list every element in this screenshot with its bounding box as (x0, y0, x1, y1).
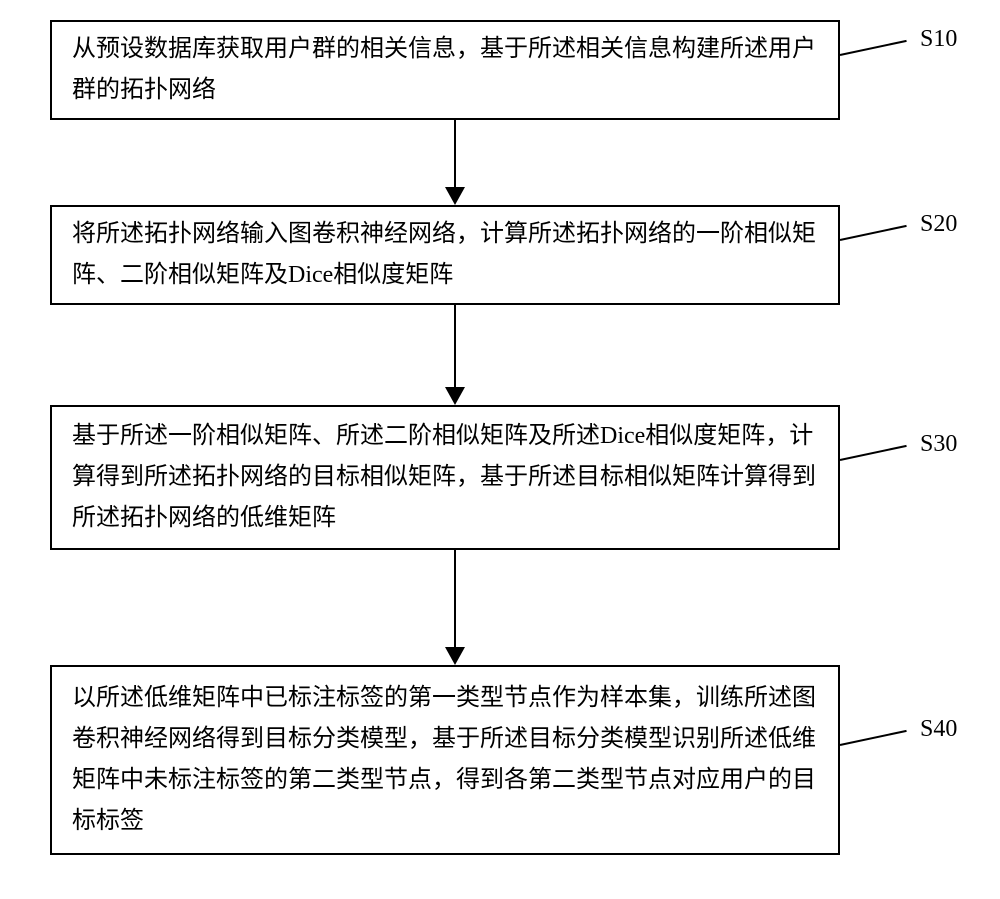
leader-s10 (840, 40, 907, 56)
step-text-s20: 将所述拓扑网络输入图卷积神经网络，计算所述拓扑网络的一阶相似矩阵、二阶相似矩阵及… (72, 214, 818, 296)
leader-s20 (840, 225, 907, 241)
step-label-s20: S20 (920, 211, 957, 238)
arrow-s10-s20 (445, 120, 465, 205)
step-text-s40: 以所述低维矩阵中已标注标签的第一类型节点作为样本集，训练所述图卷积神经网络得到目… (72, 678, 818, 841)
arrow-s30-s40 (445, 550, 465, 665)
step-box-s30: 基于所述一阶相似矩阵、所述二阶相似矩阵及所述Dice相似度矩阵，计算得到所述拓扑… (50, 405, 840, 550)
flowchart-canvas: 从预设数据库获取用户群的相关信息，基于所述相关信息构建所述用户群的拓扑网络 S1… (0, 0, 1000, 899)
step-box-s40: 以所述低维矩阵中已标注标签的第一类型节点作为样本集，训练所述图卷积神经网络得到目… (50, 665, 840, 855)
step-box-s20: 将所述拓扑网络输入图卷积神经网络，计算所述拓扑网络的一阶相似矩阵、二阶相似矩阵及… (50, 205, 840, 305)
arrow-s20-s30 (445, 305, 465, 405)
step-text-s30: 基于所述一阶相似矩阵、所述二阶相似矩阵及所述Dice相似度矩阵，计算得到所述拓扑… (72, 416, 818, 538)
step-box-s10: 从预设数据库获取用户群的相关信息，基于所述相关信息构建所述用户群的拓扑网络 (50, 20, 840, 120)
step-label-s10: S10 (920, 26, 957, 53)
step-label-s40: S40 (920, 716, 957, 743)
leader-s40 (840, 730, 907, 746)
step-label-s30: S30 (920, 431, 957, 458)
leader-s30 (840, 445, 907, 461)
step-text-s10: 从预设数据库获取用户群的相关信息，基于所述相关信息构建所述用户群的拓扑网络 (72, 29, 818, 111)
